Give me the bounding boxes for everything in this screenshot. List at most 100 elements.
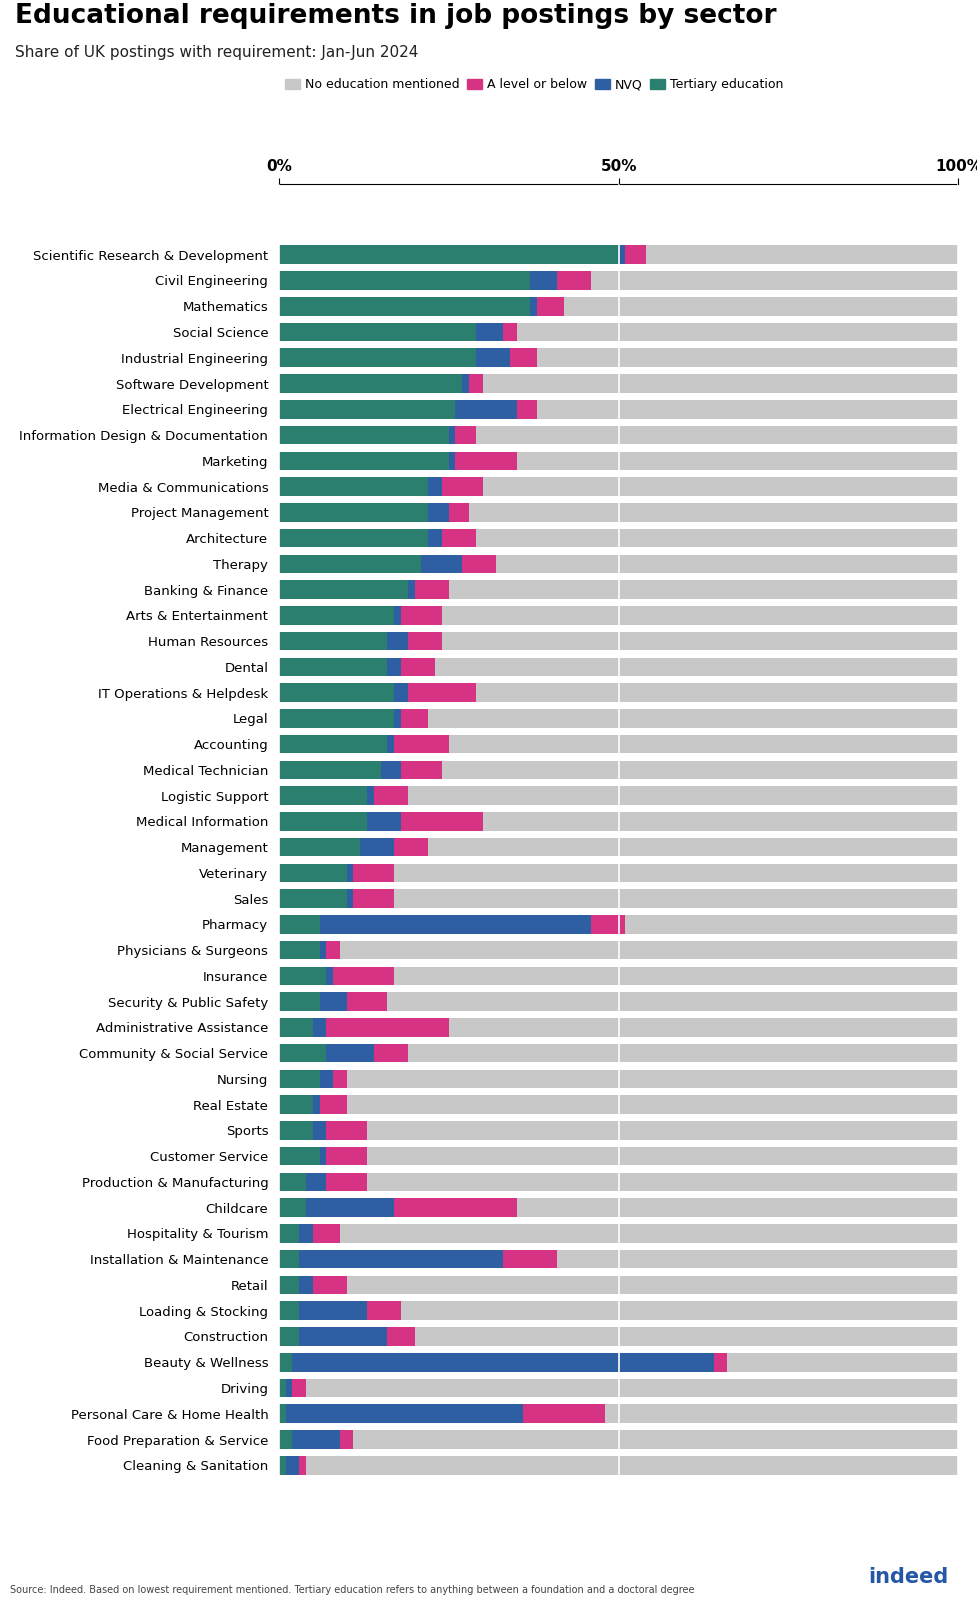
Bar: [313, 1096, 319, 1114]
Text: indeed: indeed: [868, 1568, 948, 1587]
Bar: [455, 400, 516, 419]
Bar: [448, 502, 469, 522]
Bar: [387, 1328, 414, 1346]
Bar: [299, 1328, 387, 1346]
Bar: [299, 1275, 313, 1294]
Bar: [278, 1250, 299, 1269]
Bar: [476, 349, 509, 366]
Bar: [366, 786, 373, 805]
Bar: [516, 400, 536, 419]
Bar: [278, 683, 394, 702]
Bar: [394, 864, 957, 882]
Bar: [557, 272, 591, 290]
Bar: [523, 1405, 605, 1422]
Bar: [319, 941, 326, 960]
Bar: [448, 734, 957, 754]
Bar: [278, 272, 530, 290]
Bar: [605, 1405, 957, 1422]
Bar: [442, 477, 482, 496]
Bar: [407, 786, 957, 805]
Bar: [401, 1301, 957, 1320]
Bar: [306, 1198, 394, 1218]
Bar: [407, 1043, 957, 1062]
Bar: [340, 1224, 957, 1243]
Bar: [373, 786, 407, 805]
Bar: [645, 245, 957, 264]
Bar: [401, 813, 482, 830]
Bar: [326, 1043, 373, 1062]
Bar: [285, 1379, 292, 1397]
Bar: [564, 298, 957, 315]
Bar: [278, 1043, 326, 1062]
Bar: [516, 451, 957, 470]
Bar: [278, 477, 428, 496]
Bar: [353, 864, 394, 882]
Legend: No education mentioned, A level or below, NVQ, Tertiary education: No education mentioned, A level or below…: [284, 78, 783, 91]
Bar: [278, 1354, 292, 1371]
Bar: [414, 1328, 957, 1346]
Bar: [455, 426, 476, 445]
Bar: [727, 1354, 957, 1371]
Bar: [278, 1122, 313, 1139]
Bar: [476, 528, 957, 547]
Bar: [414, 581, 448, 598]
Bar: [278, 374, 462, 392]
Bar: [346, 1070, 957, 1088]
Bar: [306, 1456, 957, 1475]
Bar: [476, 683, 957, 702]
Bar: [591, 915, 624, 934]
Bar: [278, 245, 617, 264]
Bar: [326, 966, 333, 986]
Bar: [366, 813, 401, 830]
Bar: [278, 502, 428, 522]
Bar: [278, 632, 387, 650]
Bar: [462, 555, 495, 573]
Bar: [366, 1173, 957, 1192]
Bar: [482, 477, 957, 496]
Bar: [394, 683, 407, 702]
Bar: [448, 1018, 957, 1037]
Bar: [448, 451, 455, 470]
Bar: [278, 890, 346, 907]
Bar: [278, 1301, 299, 1320]
Bar: [278, 426, 448, 445]
Bar: [278, 1328, 299, 1346]
Bar: [278, 992, 319, 1011]
Bar: [292, 1379, 306, 1397]
Bar: [401, 760, 442, 779]
Bar: [278, 760, 380, 779]
Bar: [428, 528, 442, 547]
Bar: [319, 1096, 346, 1114]
Bar: [366, 1147, 957, 1165]
Bar: [502, 1250, 557, 1269]
Bar: [326, 1147, 366, 1165]
Bar: [278, 1456, 285, 1475]
Bar: [333, 1070, 346, 1088]
Bar: [360, 838, 394, 856]
Bar: [442, 606, 957, 624]
Bar: [442, 760, 957, 779]
Bar: [326, 941, 340, 960]
Bar: [394, 709, 401, 728]
Bar: [278, 528, 428, 547]
Bar: [292, 1430, 340, 1448]
Bar: [278, 734, 387, 754]
Bar: [407, 581, 414, 598]
Bar: [278, 658, 387, 677]
Bar: [482, 813, 957, 830]
Bar: [394, 966, 957, 986]
Bar: [448, 581, 957, 598]
Bar: [278, 709, 394, 728]
Bar: [366, 1122, 957, 1139]
Bar: [319, 915, 591, 934]
Bar: [278, 1430, 292, 1448]
Bar: [278, 606, 394, 624]
Bar: [387, 632, 407, 650]
Bar: [299, 1250, 502, 1269]
Bar: [380, 760, 401, 779]
Bar: [624, 915, 957, 934]
Bar: [394, 606, 401, 624]
Bar: [476, 426, 957, 445]
Bar: [278, 1147, 319, 1165]
Bar: [387, 734, 394, 754]
